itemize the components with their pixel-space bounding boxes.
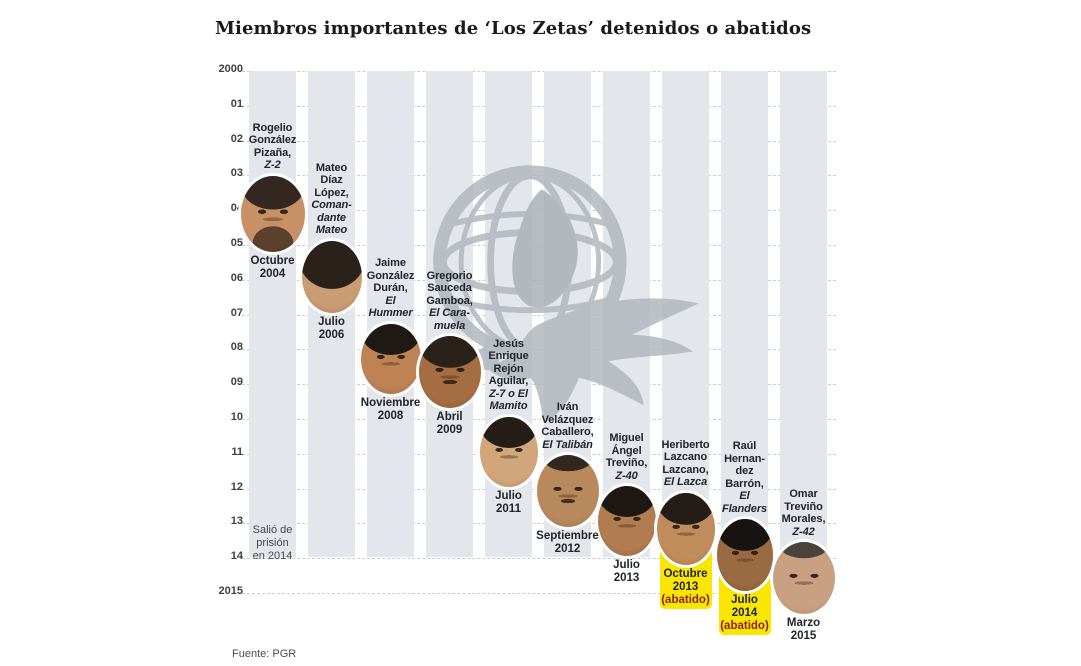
person-entry-name-block: Iván Velázquez Caballero, El Talibán <box>528 401 608 451</box>
y-axis-tick-label: 07 <box>230 306 243 319</box>
person-entry-name-block: Gregorio Sauceda Gamboa, El Cara-muela <box>410 270 490 333</box>
person-date: Julio 2011 <box>495 489 522 515</box>
person-entry-name-block: Jesús Enrique Rejón Aguilar, Z-7 o El Mamito <box>469 338 549 413</box>
person-name: Jaime González Durán, <box>366 257 415 295</box>
y-axis-tick-label: 09 <box>230 376 243 389</box>
column-stripe <box>249 71 296 557</box>
y-axis-tick-label: 04 <box>230 202 243 215</box>
y-axis-tick-label: 2015 <box>218 585 243 597</box>
person-name: Jesús Enrique Rejón Aguilar, <box>488 337 529 388</box>
person-entry-date-block: Octubre 2004 <box>231 255 315 281</box>
person-photo <box>479 416 538 487</box>
person-date: Abril 2009 <box>436 411 463 437</box>
person-name: Iván Velázquez Caballero, <box>541 401 594 439</box>
year-gridline <box>242 593 836 594</box>
person-entry-date-block: Julio 2014 (abatido) <box>703 594 787 633</box>
person-alias: Z-7 o El Mamito <box>489 387 528 413</box>
person-name: Miguel Ángel Treviño, <box>605 432 648 470</box>
y-axis-tick-label: 12 <box>230 480 243 493</box>
person-entry-name-block: Omar Treviño Morales, Z-42 <box>764 488 844 538</box>
person-photo <box>597 486 656 557</box>
person-name: Mateo Díaz López, <box>314 161 349 199</box>
person-status-abatido: (abatido) <box>720 619 769 632</box>
person-entry-name-block: Miguel Ángel Treviño, Z-40 <box>587 432 667 482</box>
person-photo <box>360 323 421 394</box>
y-axis-tick-label: 2000 <box>218 63 243 75</box>
year-gridline <box>242 71 836 72</box>
y-axis-tick-label: 10 <box>230 411 243 423</box>
person-name: Raúl Hernan-dez Barrón, <box>724 440 765 490</box>
person-name: Omar Treviño Morales, <box>781 488 826 526</box>
chart-title: Miembros importantes de ‘Los Zetas’ dete… <box>215 18 812 39</box>
person-photo <box>536 455 599 528</box>
column-stripe <box>308 71 355 557</box>
person-entry-name-block: Jaime González Durán, El Hummer <box>351 257 431 320</box>
person-alias: El Hummer <box>368 294 413 320</box>
person-date: Octubre 2013 <box>663 567 708 593</box>
year-gridline <box>242 558 836 560</box>
person-photo <box>772 542 835 615</box>
person-alias: Z-40 <box>615 469 638 482</box>
person-photo <box>418 336 481 409</box>
person-alias: El Flanders <box>721 490 768 515</box>
y-axis-tick-label: 06 <box>230 271 243 284</box>
y-axis-tick-label: 02 <box>230 132 243 145</box>
year-gridline <box>242 314 836 316</box>
person-entry-date-block: Octubre 2013 (abatido) <box>644 568 728 607</box>
person-entry-name-block: Raúl Hernan-dez Barrón, El Flanders <box>705 440 785 515</box>
column-stripe <box>367 71 414 557</box>
year-gridline <box>242 453 836 455</box>
person-alias: Z-2 <box>264 159 281 172</box>
person-alias: El Lazca <box>663 476 708 489</box>
person-date: Marzo 2015 <box>786 617 821 643</box>
person-name: Heriberto Lazcano Lazcano, <box>661 438 710 476</box>
year-gridline <box>242 523 836 525</box>
person-name: Rogelio González Pizaña, <box>248 121 297 159</box>
source-label: Fuente: PGR <box>232 648 297 660</box>
person-status-abatido: (abatido) <box>661 593 710 606</box>
person-entry-date-block: Julio 2006 <box>290 316 374 342</box>
y-axis-tick-label: 11 <box>231 445 243 458</box>
person-entry-name-block: Mateo Díaz López, Coman-dante Mateo <box>292 162 372 237</box>
year-gridline <box>242 105 836 107</box>
y-axis-tick-label: 05 <box>230 237 243 249</box>
person-alias: Coman-dante Mateo <box>311 199 352 237</box>
publisher-globe-eagle-watermark-icon <box>433 165 699 424</box>
person-date: Julio 2014 <box>731 593 758 619</box>
person-date: Julio 2006 <box>318 315 345 341</box>
person-entry-date-block: Marzo 2015 <box>762 617 846 643</box>
person-photo <box>656 492 715 565</box>
person-alias: El Cara-muela <box>429 307 470 332</box>
person-date: Noviembre 2008 <box>360 396 421 422</box>
column-stripe <box>721 71 768 557</box>
y-axis-tick-label: 13 <box>230 515 243 528</box>
year-gridline <box>242 419 836 420</box>
y-axis-tick-label: 08 <box>230 341 243 354</box>
y-axis-tick-label: 14 <box>230 550 243 563</box>
person-name: Gregorio Sauceda Gamboa, <box>426 269 473 307</box>
person-date: Julio 2013 <box>613 559 640 585</box>
person-photo <box>301 240 362 313</box>
person-entry-date-block: Abril 2009 <box>408 411 492 437</box>
person-alias: El Talibán <box>542 438 593 451</box>
person-entry-date-block: Julio 2013 <box>585 559 669 585</box>
person-entry-name-block: Heriberto Lazcano Lazcano, El Lazca <box>646 439 726 489</box>
person-entry-date-block: Septiembre 2012 <box>526 530 610 556</box>
person-date: Septiembre 2012 <box>536 530 599 556</box>
person-date: Octubre 2004 <box>250 254 295 280</box>
person-entry-date-block: Julio 2011 <box>467 490 551 516</box>
prison-release-note: Salió de prisión en 2014 <box>252 524 293 563</box>
y-axis-tick-label: 01 <box>230 97 243 110</box>
person-alias: Z-42 <box>792 525 815 538</box>
y-axis-tick-label: 03 <box>230 167 243 180</box>
column-stripe <box>780 71 827 557</box>
year-gridline <box>242 140 836 142</box>
person-photo <box>240 175 305 252</box>
person-entry-name-block: Rogelio González Pizaña, Z-2 <box>233 122 313 172</box>
person-entry-date-block: Noviembre 2008 <box>349 397 433 423</box>
person-photo <box>716 518 773 591</box>
